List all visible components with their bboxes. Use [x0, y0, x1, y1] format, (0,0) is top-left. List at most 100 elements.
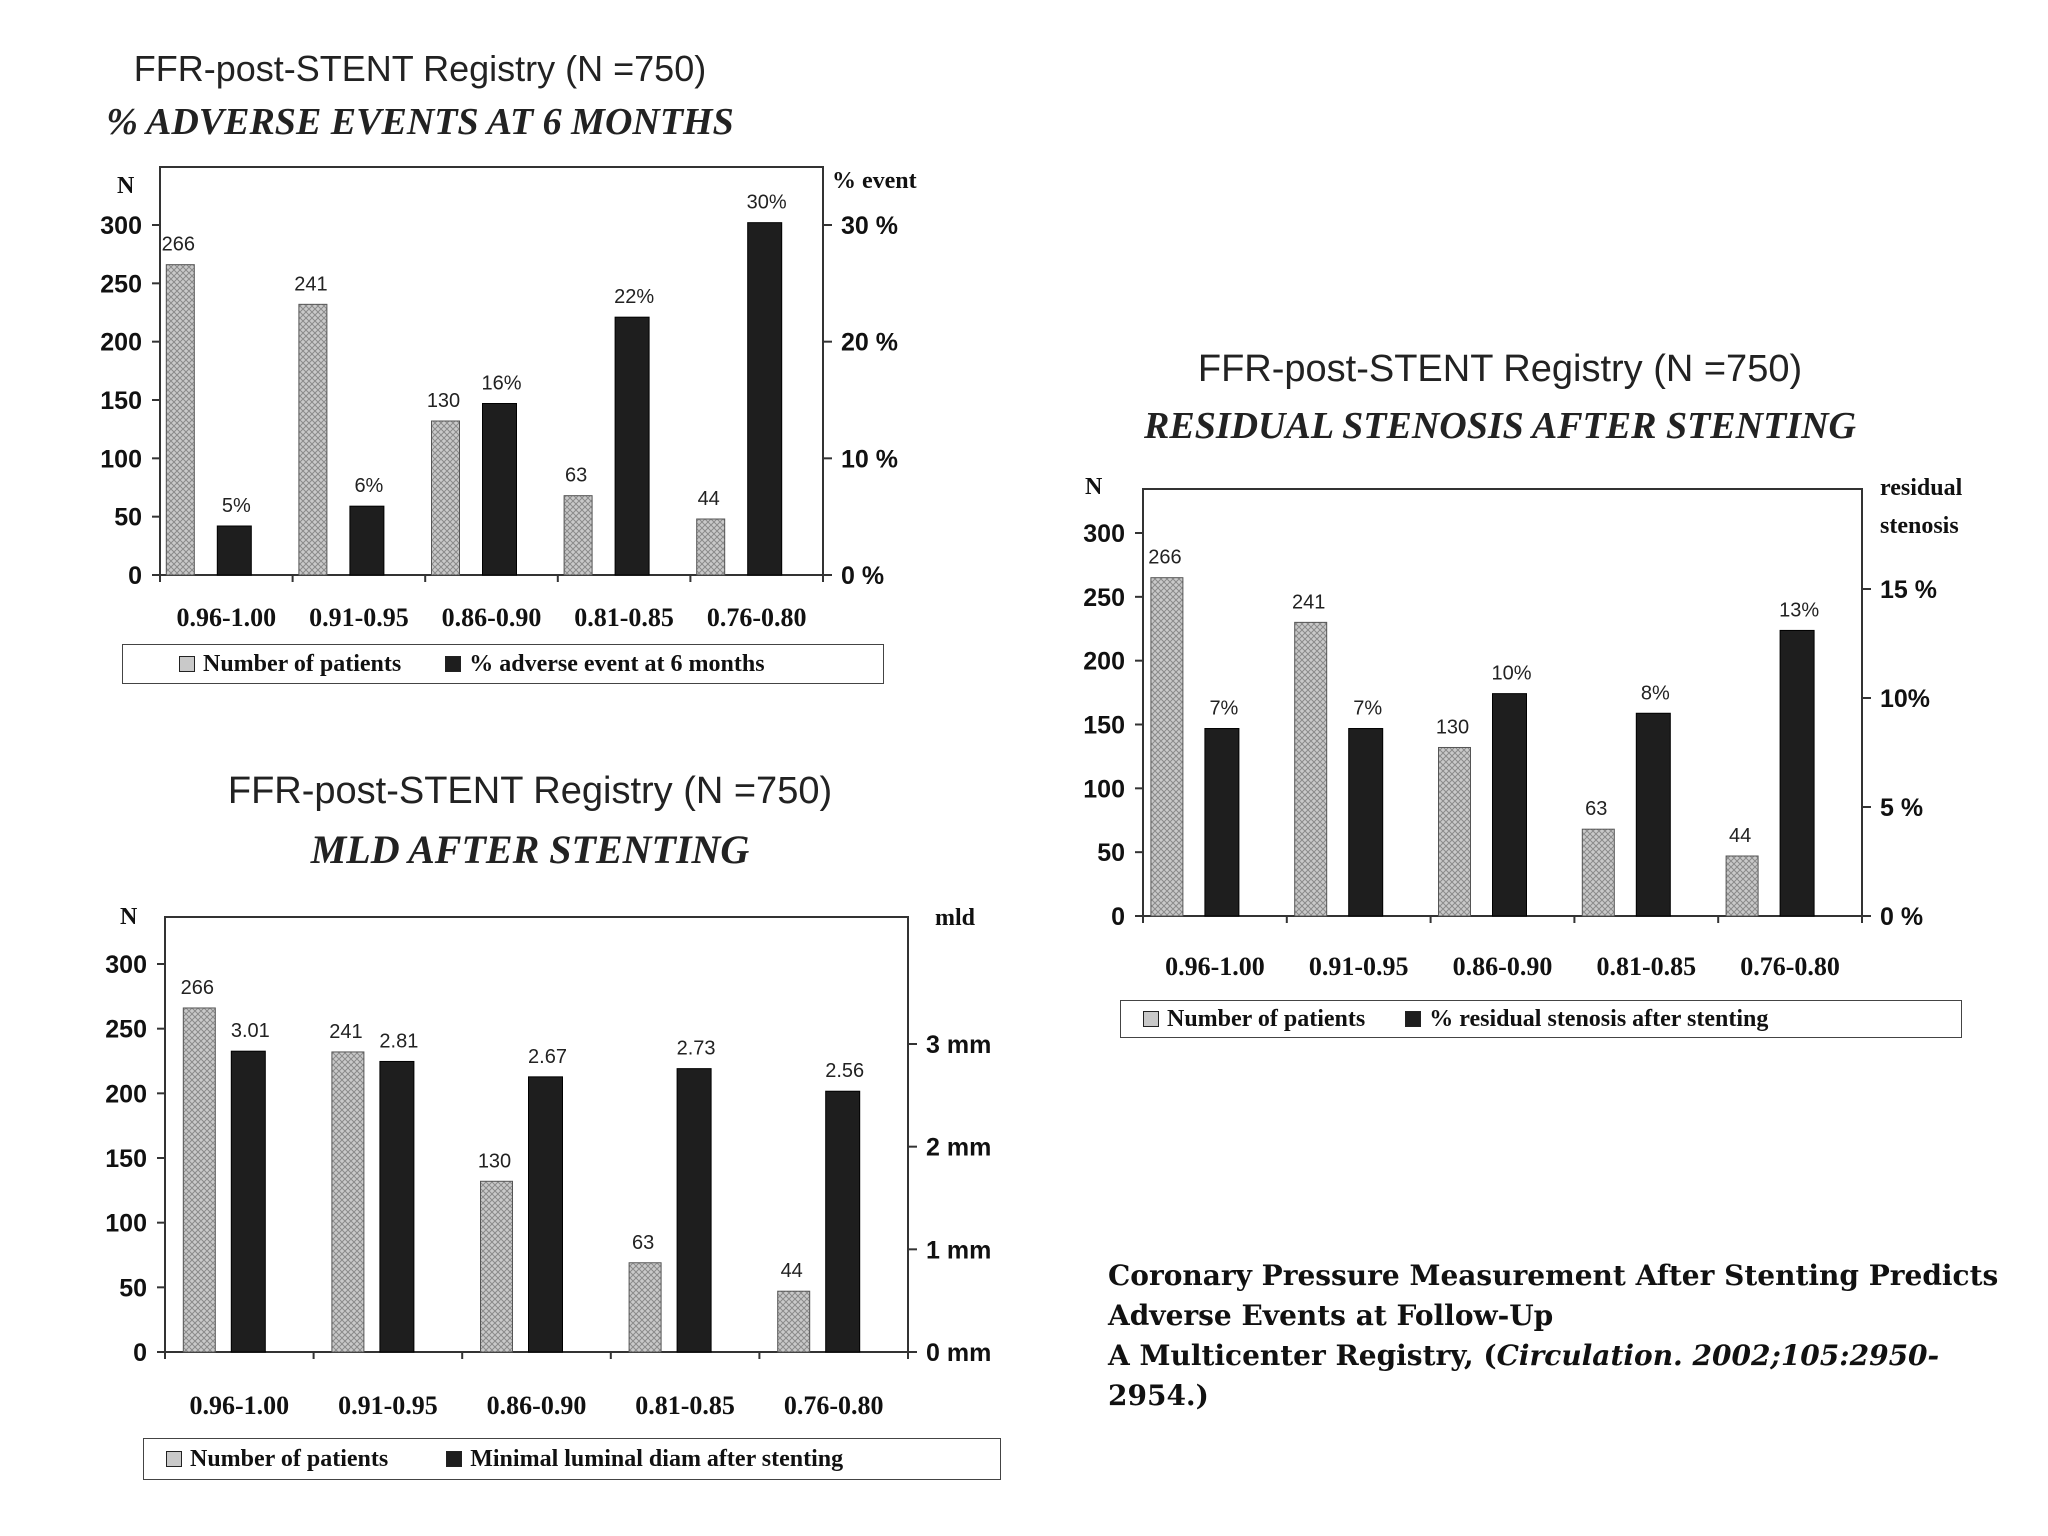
bar--adverse-event-at-6-months [482, 403, 517, 576]
citation-line-2: Adverse Events at Follow-Up [1108, 1299, 1554, 1332]
bar-data-label: 63 [1585, 798, 1607, 820]
right-tick-label: 3 mm [926, 1031, 991, 1059]
bar-data-label: 3.01 [231, 1020, 270, 1042]
chart3-legend: Number of patients % residual stenosis a… [1120, 1000, 1962, 1038]
legend-item-patients: Number of patients [166, 1446, 388, 1473]
right-tick-label: 1 mm [926, 1236, 991, 1264]
bar-number-of-patients [1725, 855, 1759, 917]
bar--residual-stenosis-after-stenting [1348, 728, 1384, 917]
legend-label: Number of patients [203, 650, 402, 677]
right-tick-label: 0 % [1880, 903, 1923, 931]
right-axis-label: mld [935, 905, 976, 931]
bar-data-label: 44 [698, 488, 720, 510]
bar--adverse-event-at-6-months [747, 222, 783, 576]
right-tick-label: 10% [1880, 685, 1930, 713]
y-tick-label: 100 [100, 445, 142, 473]
legend-label: % adverse event at 6 months [469, 650, 765, 677]
bar-data-label: 63 [632, 1232, 654, 1254]
bar-data-label: 266 [1148, 547, 1181, 569]
right-tick-label: 5 % [1880, 794, 1923, 822]
bar-number-of-patients [1438, 746, 1471, 917]
bar-data-label: 13% [1779, 599, 1819, 621]
chart2-legend: Number of patients Minimal luminal diam … [143, 1438, 1001, 1480]
citation-line-1: Coronary Pressure Measurement After Sten… [1108, 1259, 1999, 1292]
x-category-label: 0.76-0.80 [707, 603, 807, 632]
bar-data-label: 44 [1729, 825, 1751, 847]
left-axis-label: N [120, 904, 138, 930]
y-tick-label: 300 [100, 212, 142, 240]
y-tick-label: 0 [133, 1339, 147, 1367]
bar-number-of-patients [331, 1051, 365, 1353]
y-tick-label: 150 [105, 1145, 147, 1173]
bar-number-of-patients [1150, 577, 1184, 917]
legend-label: Number of patients [190, 1445, 389, 1472]
bar-data-label: 2.73 [677, 1038, 716, 1060]
legend-item-patients: Number of patients [1143, 1006, 1365, 1033]
citation: Coronary Pressure Measurement After Sten… [1108, 1256, 2028, 1416]
x-category-label: 0.96-1.00 [176, 603, 276, 632]
citation-prefix: A Multicenter Registry, ( [1108, 1339, 1497, 1372]
bar-number-of-patients [696, 518, 726, 576]
y-tick-label: 50 [119, 1274, 147, 1302]
bar-minimal-luminal-diam-after-stenting [825, 1090, 861, 1353]
x-category-label: 0.91-0.95 [309, 603, 409, 632]
y-tick-label: 50 [1097, 839, 1125, 867]
bar--residual-stenosis-after-stenting [1204, 728, 1240, 917]
light-swatch-icon [1143, 1011, 1159, 1027]
bar-data-label: 266 [181, 977, 214, 999]
x-category-label: 0.81-0.85 [574, 603, 674, 632]
x-category-label: 0.86-0.90 [1453, 952, 1553, 981]
chart2-title: FFR-post-STENT Registry (N =750) [227, 770, 833, 812]
bar--residual-stenosis-after-stenting [1492, 693, 1527, 917]
bar--residual-stenosis-after-stenting [1779, 629, 1815, 917]
bar-data-label: 241 [329, 1021, 362, 1043]
bar-data-label: 130 [1436, 716, 1469, 738]
y-tick-label: 150 [1083, 712, 1125, 740]
chart1-subtitle: % ADVERSE EVENTS AT 6 MONTHS [106, 101, 734, 143]
bar-minimal-luminal-diam-after-stenting [528, 1076, 563, 1353]
bar-data-label: 44 [781, 1260, 803, 1282]
bar-data-label: 8% [1641, 682, 1670, 704]
bar-data-label: 7% [1209, 698, 1238, 720]
dark-swatch-icon [445, 656, 462, 672]
x-category-label: 0.86-0.90 [487, 1391, 587, 1420]
right-tick-label: 10 % [841, 445, 898, 473]
x-category-label: 0.86-0.90 [442, 603, 542, 632]
x-category-label: 0.96-1.00 [189, 1391, 289, 1420]
chart3-title: FFR-post-STENT Registry (N =750) [1197, 348, 1803, 390]
bar--adverse-event-at-6-months [614, 316, 650, 576]
light-swatch-icon [166, 1451, 182, 1467]
y-tick-label: 50 [114, 504, 142, 532]
bar-data-label: 30% [747, 192, 787, 214]
legend-label: Number of patients [1167, 1005, 1366, 1032]
citation-line-3: A Multicenter Registry, (Circulation. 20… [1108, 1336, 2028, 1376]
right-axis-label: residual [1880, 475, 1963, 501]
chart1-legend: Number of patients % adverse event at 6 … [122, 644, 884, 684]
bar-data-label: 63 [565, 465, 587, 487]
bar--adverse-event-at-6-months [349, 505, 385, 576]
chart3-subtitle: RESIDUAL STENOSIS AFTER STENTING [1144, 405, 1856, 447]
bar-data-label: 2.67 [528, 1046, 567, 1068]
bar-number-of-patients [298, 303, 328, 576]
bar-data-label: 130 [427, 390, 460, 412]
bar--adverse-event-at-6-months [216, 525, 252, 576]
legend-item-stenosis: % residual stenosis after stenting [1405, 1006, 1768, 1033]
bar-number-of-patients [1581, 828, 1615, 917]
y-tick-label: 250 [1083, 584, 1125, 612]
y-tick-label: 100 [105, 1210, 147, 1238]
legend-label: % residual stenosis after stenting [1429, 1005, 1769, 1032]
y-tick-label: 100 [1083, 775, 1125, 803]
bar-number-of-patients [165, 264, 195, 576]
chart2-subtitle: MLD AFTER STENTING [310, 827, 750, 872]
bar-data-label: 10% [1491, 663, 1531, 685]
y-tick-label: 300 [1083, 520, 1125, 548]
bar-data-label: 130 [478, 1150, 511, 1172]
bar-data-label: 241 [294, 273, 327, 295]
right-tick-label: 20 % [841, 329, 898, 357]
right-axis-label-2: stenosis [1880, 513, 1959, 539]
light-swatch-icon [179, 656, 195, 672]
bar-data-label: 22% [614, 286, 654, 308]
